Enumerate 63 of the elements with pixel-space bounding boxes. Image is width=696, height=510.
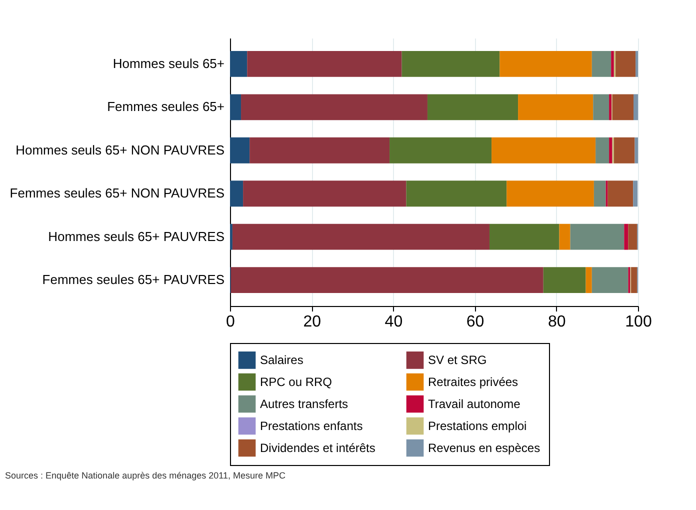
legend-label: Prestations emploi — [428, 419, 527, 433]
bar — [609, 137, 612, 164]
x-tick-label: 40 — [384, 314, 403, 330]
y-tick-label: Hommes seuls 65+ — [112, 56, 224, 71]
bar — [427, 94, 518, 120]
bar — [624, 224, 628, 250]
legend-label: Dividendes et intérêts — [260, 441, 376, 455]
bar — [634, 94, 638, 120]
bar — [611, 50, 614, 77]
y-tick-label: Hommes seuls 65+ PAUVRES — [48, 228, 225, 244]
bar — [232, 224, 490, 250]
bar — [633, 180, 638, 207]
bar — [592, 50, 612, 77]
source-note: Sources : Enquête Nationale auprès des ménages 2011, Mesure MPC — [5, 470, 286, 480]
legend-label: Autres transferts — [260, 397, 348, 411]
bar — [506, 180, 594, 207]
bar — [230, 50, 248, 77]
bar — [593, 94, 610, 120]
bar — [230, 137, 250, 164]
bar — [250, 137, 390, 164]
x-tick-label: 0 — [226, 314, 236, 330]
x-tick-label: 20 — [303, 314, 322, 330]
y-tick-label: Femmes seules 65+ PAUVRES — [42, 272, 225, 288]
bar — [614, 137, 635, 164]
bar — [543, 267, 586, 294]
bar — [634, 137, 638, 164]
legend-label: Prestations enfants — [260, 419, 363, 433]
bar — [230, 267, 544, 294]
y-tick-label: Femmes seules 65+ NON PAUVRES — [10, 186, 225, 201]
bar — [608, 180, 634, 207]
x-tick-label: 80 — [548, 314, 566, 330]
bar — [616, 50, 636, 77]
bar — [559, 224, 570, 250]
x-tick-label: 100 — [625, 314, 652, 330]
x-tick-label: 60 — [466, 314, 484, 330]
bar — [402, 50, 500, 77]
bar — [247, 50, 402, 77]
legend-label: SV et SRG — [428, 353, 487, 368]
legend-label: Salaires — [260, 353, 304, 368]
bar — [492, 137, 596, 164]
bar — [500, 50, 592, 77]
bar — [594, 180, 606, 207]
y-tick-label: Hommes seuls 65+ NON PAUVRES — [16, 142, 225, 158]
bar — [406, 180, 507, 207]
bar — [628, 224, 638, 250]
legend-label: RPC ou RRQ — [260, 375, 332, 389]
bar — [390, 137, 492, 164]
bar — [518, 94, 594, 120]
bar — [243, 180, 406, 207]
bar — [230, 94, 242, 120]
bar — [631, 267, 638, 294]
bar — [586, 267, 592, 294]
legend-label: Revenus en espèces — [428, 441, 540, 455]
y-tick-label: Femmes seules 65+ — [107, 99, 224, 114]
bar — [570, 224, 624, 250]
bar — [592, 267, 628, 294]
bar — [489, 224, 560, 250]
bar — [230, 180, 244, 207]
bar — [612, 94, 634, 120]
bar — [596, 137, 610, 164]
legend-label: Travail autonome — [428, 397, 521, 411]
bar — [241, 94, 428, 120]
legend-label: Retraites privées — [428, 375, 518, 389]
